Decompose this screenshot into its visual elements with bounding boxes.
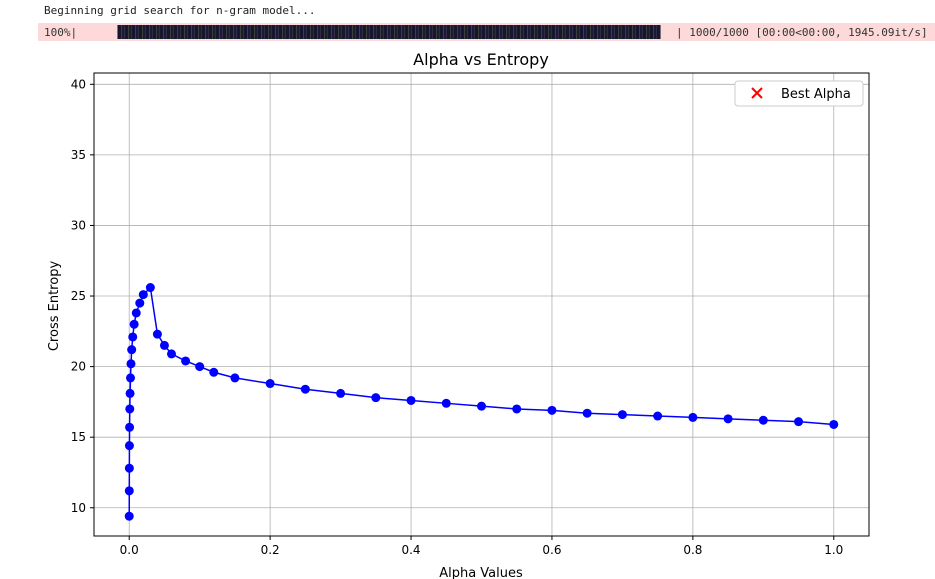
data-point <box>124 441 134 451</box>
legend-box <box>734 80 864 107</box>
data-point <box>125 422 135 432</box>
progress-bar <box>117 25 661 39</box>
data-point <box>829 419 839 429</box>
data-point <box>125 388 135 398</box>
data-point <box>617 410 627 420</box>
y-tick-label: 40 <box>71 77 86 91</box>
grid-lines <box>94 73 869 536</box>
data-point <box>441 398 451 408</box>
y-tick-label: 30 <box>71 218 86 232</box>
data-point <box>125 373 135 383</box>
data-point <box>124 463 134 473</box>
data-point <box>371 393 381 403</box>
legend: Best Alpha <box>734 80 864 107</box>
data-point <box>723 414 733 424</box>
progress-percent: 100%| <box>44 26 78 39</box>
data-point <box>167 349 176 359</box>
x-tick-label: 1.0 <box>824 543 843 557</box>
x-tick-label: 0.6 <box>542 543 561 557</box>
data-point <box>265 379 275 389</box>
data-point <box>582 408 592 418</box>
data-point <box>126 359 136 369</box>
plot-frame <box>93 72 870 537</box>
data-point <box>131 308 141 318</box>
series-alpha-entropy <box>124 283 839 521</box>
x-tick-label: 0.8 <box>683 543 702 557</box>
data-point <box>688 412 698 422</box>
data-point <box>159 340 169 350</box>
x-tick-label: 0.2 <box>261 543 280 557</box>
data-point <box>125 404 135 414</box>
data-point <box>230 373 240 383</box>
data-point <box>135 298 145 308</box>
data-point <box>336 388 346 398</box>
y-axis-label: Cross Entropy <box>47 261 62 352</box>
x-tick-label: 0.0 <box>120 543 139 557</box>
progress-bar-fill <box>118 25 660 39</box>
chart-title: Alpha vs Entropy <box>413 50 549 69</box>
y-tick-label: 25 <box>71 289 86 303</box>
data-point <box>138 290 148 300</box>
data-point <box>127 345 137 355</box>
legend-best-alpha-x-icon <box>751 87 763 99</box>
data-point <box>547 405 557 415</box>
data-point <box>477 401 486 411</box>
data-point <box>653 411 663 421</box>
data-point <box>124 511 134 521</box>
y-tick-label: 15 <box>71 430 86 444</box>
data-point <box>195 362 205 372</box>
progress-bar-row: 100%| | 1000/1000 [00:00<00:00, 1945.09i… <box>38 23 935 41</box>
x-axis-label: Alpha Values <box>439 566 523 579</box>
y-tick-label: 10 <box>71 501 86 515</box>
data-point <box>209 367 219 377</box>
data-point <box>794 417 804 427</box>
data-point <box>124 486 134 496</box>
legend-entry-best-alpha: Best Alpha <box>781 87 851 102</box>
data-point <box>152 329 162 339</box>
data-point <box>181 356 191 366</box>
y-tick-label: 35 <box>71 148 86 162</box>
data-point <box>406 395 416 405</box>
series-line <box>128 285 834 517</box>
data-point <box>758 415 768 425</box>
progress-stats: | 1000/1000 [00:00<00:00, 1945.09it/s] <box>676 26 928 39</box>
axis-ticks: 0.0 0.2 0.4 0.6 0.8 1.0 10 15 20 25 30 35 40 <box>71 77 844 557</box>
data-point <box>129 319 139 329</box>
log-line: Beginning grid search for n-gram model..… <box>44 4 316 17</box>
data-point <box>512 404 522 414</box>
y-tick-label: 20 <box>71 360 86 374</box>
x-tick-label: 0.4 <box>401 543 420 557</box>
data-point <box>300 384 310 394</box>
data-point <box>128 332 138 342</box>
data-point <box>145 283 155 293</box>
